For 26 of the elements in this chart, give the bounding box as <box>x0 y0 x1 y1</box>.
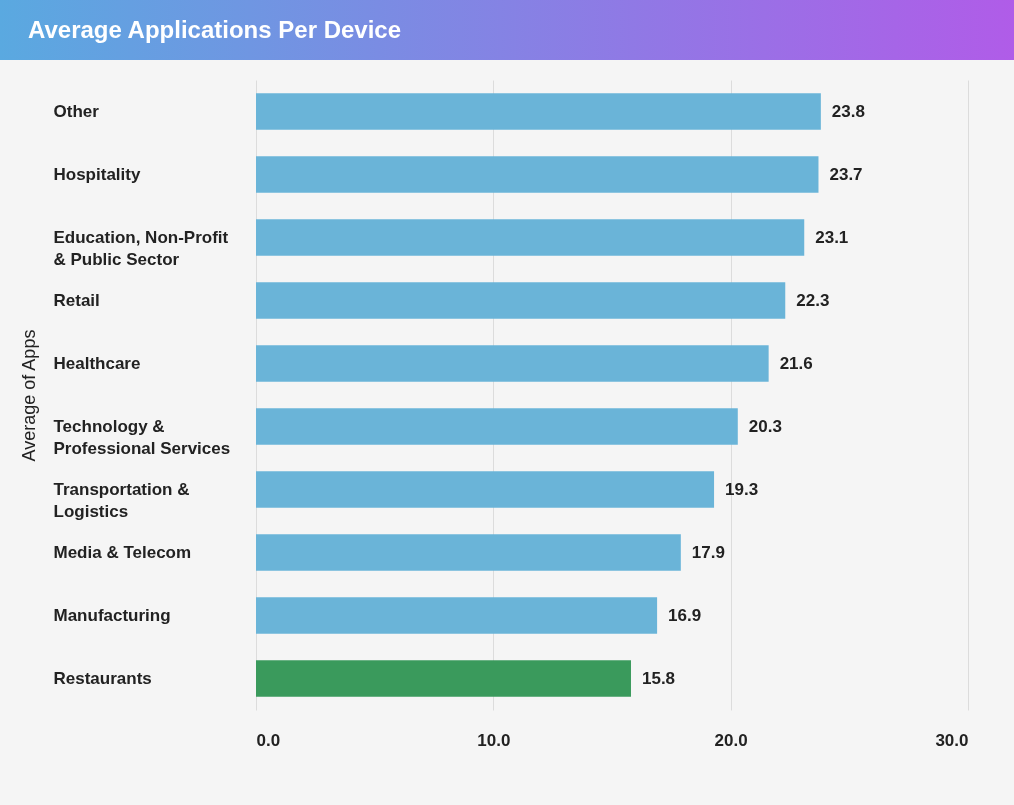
y-tick-label: Hospitality <box>53 164 141 184</box>
y-tick-label: Retail <box>53 290 100 310</box>
data-label: 22.3 <box>796 290 830 310</box>
data-label: 16.9 <box>668 605 702 625</box>
data-label: 23.8 <box>831 101 865 121</box>
x-tick-label: 0.0 <box>256 730 281 750</box>
data-label: 23.1 <box>815 227 849 247</box>
data-label: 23.7 <box>829 164 863 184</box>
data-label: 15.8 <box>641 668 676 688</box>
data-label: 20.3 <box>748 416 782 436</box>
y-tick-label: Technology & Professional Services <box>53 416 231 458</box>
y-tick-label: Other <box>53 101 100 121</box>
x-tick-label: 30.0 <box>935 730 969 750</box>
data-label: 21.6 <box>779 353 813 373</box>
data-label: 17.9 <box>691 542 725 562</box>
y-tick-label: Education, Non-Profit & Public Sector <box>53 227 229 269</box>
data-label: 19.3 <box>725 479 759 499</box>
y-tick-label: Restaurants <box>53 668 152 688</box>
y-tick-label: Healthcare <box>53 353 141 373</box>
x-tick-label: 20.0 <box>714 730 748 750</box>
y-tick-label: Manufacturing <box>53 605 171 625</box>
y-tick-label: Transportation & Logistics <box>53 479 190 521</box>
chart-title: Average Applications Per Device <box>0 0 1014 60</box>
y-axis-title: Average of Apps <box>18 329 39 462</box>
y-tick-label: Media & Telecom <box>53 542 192 562</box>
x-tick-label: 10.0 <box>477 730 511 750</box>
